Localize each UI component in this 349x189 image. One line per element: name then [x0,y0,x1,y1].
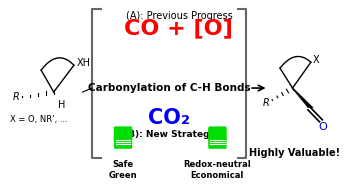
FancyBboxPatch shape [114,126,132,141]
Text: XH: XH [77,58,91,68]
Text: R: R [12,92,19,102]
Text: CO₂: CO₂ [148,108,190,128]
Text: Safe
Green: Safe Green [109,160,137,180]
Text: (A): Previous Progress: (A): Previous Progress [126,11,232,21]
Text: H: H [59,100,66,110]
Text: Carbonylation of C-H Bonds: Carbonylation of C-H Bonds [88,83,251,93]
Text: O: O [318,122,327,132]
FancyBboxPatch shape [114,138,132,149]
Polygon shape [291,88,314,108]
Text: X: X [313,55,319,65]
Text: (B): New Strategy: (B): New Strategy [124,130,215,139]
Text: Redox-neutral
Economical: Redox-neutral Economical [184,160,251,180]
Text: X = O, NR’, ...: X = O, NR’, ... [10,115,68,124]
Text: R: R [263,98,269,108]
Text: Highly Valuable!: Highly Valuable! [249,148,340,158]
Text: CO + [O]: CO + [O] [125,19,233,39]
FancyBboxPatch shape [208,126,227,141]
FancyBboxPatch shape [208,138,227,149]
